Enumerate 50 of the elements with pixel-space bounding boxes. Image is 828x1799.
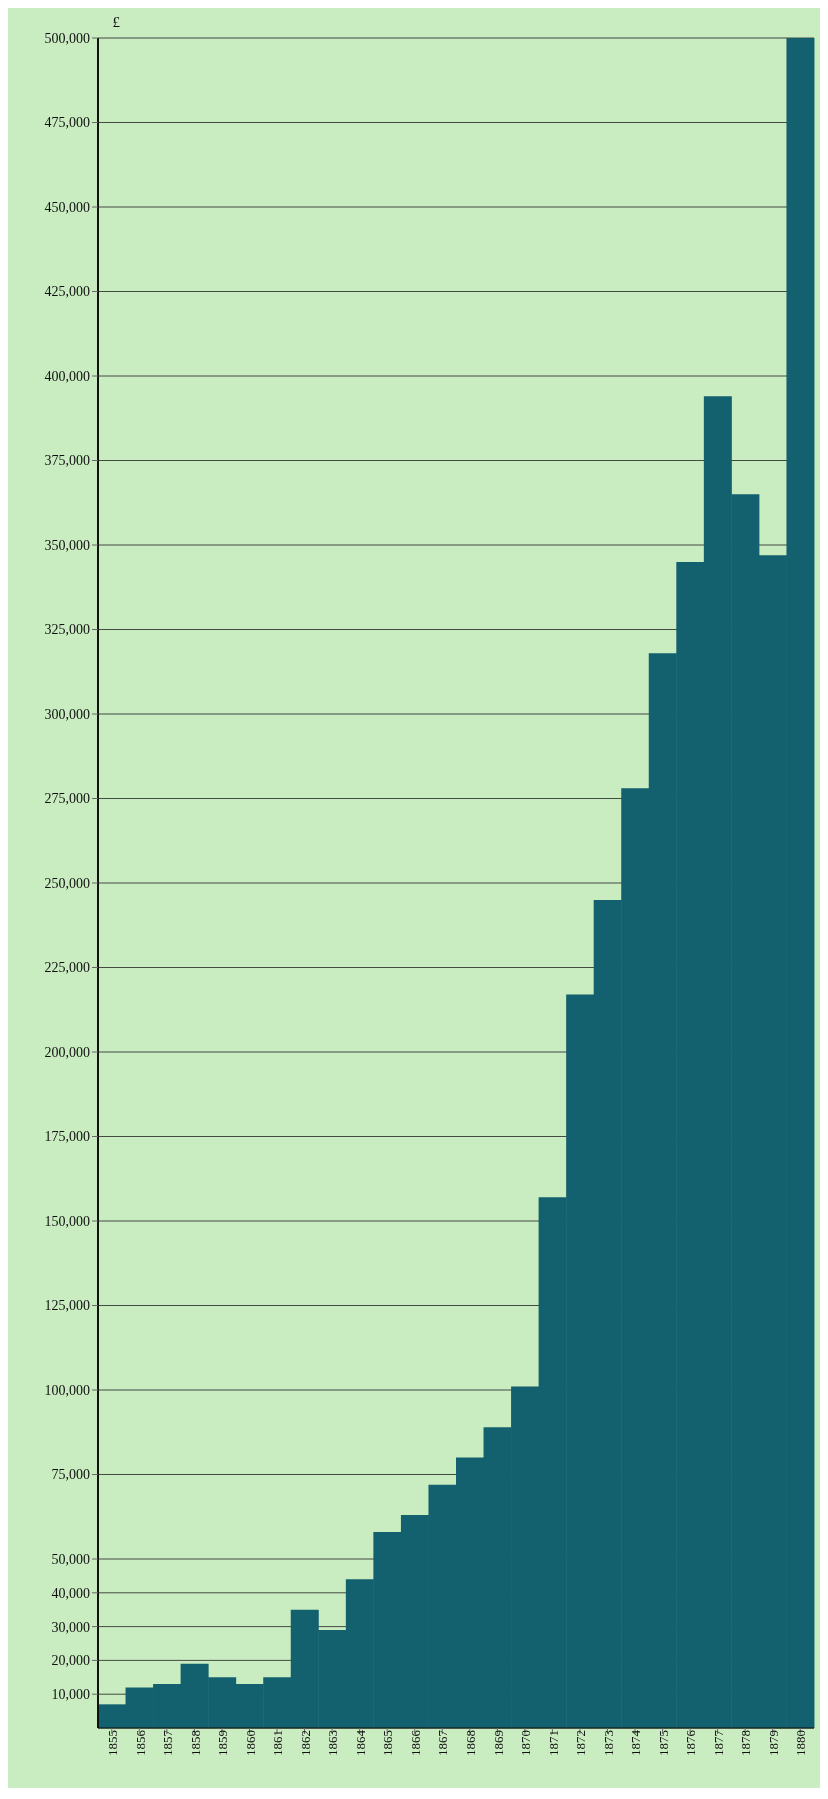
y-tick-label: 150,000 — [44, 1213, 90, 1229]
x-tick-label: 1868 — [463, 1730, 478, 1756]
y-tick-label: 475,000 — [44, 115, 90, 131]
x-tick-label: 1880 — [793, 1730, 809, 1756]
y-tick-label: 275,000 — [44, 791, 90, 807]
x-tick-label: 1860 — [242, 1730, 258, 1756]
x-tick-label: 1861 — [270, 1730, 286, 1756]
y-tick-label: 75,000 — [51, 1467, 90, 1483]
x-tick-label: 1869 — [490, 1730, 506, 1756]
y-axis-title: £ — [112, 13, 121, 30]
y-tick-label: 50,000 — [51, 1551, 90, 1567]
x-tick-label: 1867 — [435, 1729, 451, 1756]
x-tick-label: 1864 — [352, 1729, 368, 1756]
y-tick-label: 225,000 — [44, 960, 90, 976]
x-tick-label: 1876 — [683, 1729, 699, 1756]
x-tick-label: 1870 — [518, 1730, 534, 1756]
x-tick-label: 1863 — [325, 1730, 341, 1756]
y-tick-label: 500,000 — [44, 30, 90, 46]
x-tick-label: 1866 — [407, 1729, 423, 1756]
y-tick-label: 375,000 — [44, 453, 90, 469]
x-tick-label: 1862 — [297, 1730, 313, 1756]
y-tick-label: 30,000 — [51, 1619, 90, 1635]
y-tick-label: 350,000 — [44, 537, 90, 553]
y-tick-label: 425,000 — [44, 284, 90, 300]
y-tick-label: 325,000 — [44, 622, 90, 638]
x-tick-label: 1856 — [132, 1729, 148, 1756]
y-tick-label: 200,000 — [44, 1044, 90, 1060]
y-tick-label: 175,000 — [44, 1129, 90, 1145]
x-tick-label: 1875 — [655, 1730, 671, 1756]
x-tick-label: 1874 — [628, 1729, 644, 1756]
x-tick-label: 1878 — [738, 1730, 754, 1756]
y-tick-label: 300,000 — [44, 706, 90, 722]
y-tick-label: 125,000 — [44, 1298, 90, 1314]
x-tick-label: 1857 — [160, 1729, 176, 1756]
x-tick-label: 1877 — [710, 1729, 726, 1756]
x-tick-label: 1879 — [765, 1730, 781, 1756]
x-tick-label: 1871 — [545, 1730, 561, 1756]
y-tick-label: 20,000 — [51, 1653, 90, 1669]
x-tick-label: 1855 — [105, 1730, 120, 1756]
x-tick-label: 1873 — [600, 1730, 616, 1756]
y-tick-label: 40,000 — [51, 1585, 90, 1601]
y-tick-label: 250,000 — [44, 875, 90, 891]
x-tick-label: 1859 — [215, 1730, 231, 1756]
x-tick-label: 1858 — [187, 1730, 203, 1756]
y-tick-label: 100,000 — [44, 1382, 90, 1398]
x-tick-label: 1872 — [573, 1730, 589, 1756]
y-tick-label: 10,000 — [51, 1687, 90, 1703]
x-tick-label: 1865 — [380, 1730, 396, 1756]
y-tick-label: 450,000 — [44, 199, 90, 215]
y-tick-label: 400,000 — [44, 368, 90, 384]
